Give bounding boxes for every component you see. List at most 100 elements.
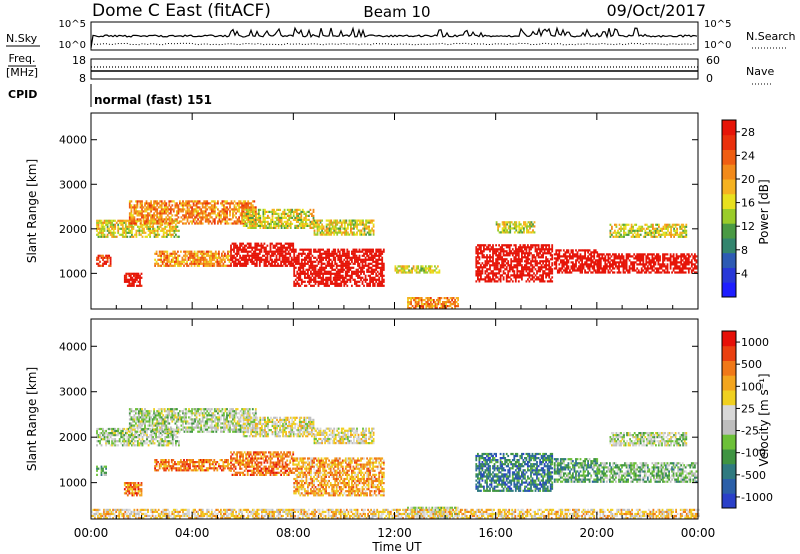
power-echo-cell-4 — [205, 262, 208, 265]
power-echo-cell-1 — [186, 218, 189, 221]
power-echo-cell-7 — [109, 258, 112, 261]
power-echo-cell-15 — [418, 269, 421, 272]
power-echo-cell-9 — [478, 256, 481, 259]
power-echo-cell-4 — [222, 262, 225, 265]
power-echo-cell-9 — [542, 244, 544, 247]
power-echo-cell-11 — [616, 255, 619, 258]
power-echo-cell-1 — [139, 214, 142, 217]
power-echo-cell-13 — [682, 231, 685, 234]
power-echo-cell-11 — [680, 253, 683, 256]
power-echo-cell-10 — [593, 265, 596, 268]
power-echo-cell-9 — [514, 246, 517, 249]
power-echo-cell-6 — [310, 270, 312, 273]
power-echo-cell-14 — [434, 301, 437, 304]
power-echo-cell-2 — [305, 224, 307, 227]
power-echo-cell-2 — [294, 226, 297, 229]
power-echo-cell-1 — [159, 220, 162, 223]
power-echo-cell-4 — [228, 264, 231, 267]
power-echo-cell-15 — [430, 265, 433, 268]
power-echo-cell-9 — [549, 248, 552, 251]
power-echo-cell-13 — [630, 225, 633, 228]
power-echo-cell-10 — [582, 265, 585, 268]
power-echo-cell-15 — [420, 267, 423, 270]
power-echo-cell-1 — [251, 204, 254, 207]
power-echo-cell-6 — [325, 270, 327, 273]
power-echo-cell-1 — [169, 200, 172, 203]
power-echo-cell-15 — [415, 267, 418, 270]
power-echo-cell-4 — [167, 258, 170, 261]
power-echo-cell-12 — [507, 221, 510, 224]
power-echo-cell-3 — [327, 233, 329, 236]
power-echo-cell-10 — [585, 259, 588, 262]
power-ytick-label: 1000 — [59, 267, 87, 280]
power-echo-cell-11 — [643, 267, 646, 270]
power-echo-cell-6 — [323, 268, 326, 271]
power-echo-cell-13 — [636, 235, 639, 238]
power-echo-cell-6 — [300, 258, 303, 261]
power-echo-cell-9 — [545, 248, 547, 251]
power-echo-cell-6 — [366, 278, 368, 281]
power-echo-cell-2 — [259, 214, 262, 217]
power-echo-cell-4 — [196, 250, 199, 253]
power-echo-cell-10 — [593, 255, 596, 258]
date-label: 09/Oct/2017 — [606, 1, 706, 20]
power-echo-cell-5 — [272, 246, 275, 249]
power-echo-cell-10 — [576, 269, 579, 272]
power-echo-cell-6 — [299, 278, 302, 281]
power-echo-cell-2 — [280, 218, 283, 221]
power-echo-cell-9 — [533, 254, 535, 257]
power-echo-cell-11 — [613, 255, 616, 258]
power-echo-cell-14 — [431, 299, 434, 302]
power-echo-cell-9 — [495, 272, 497, 275]
power-echo-cell-13 — [632, 225, 634, 228]
power-echo-cell-2 — [303, 224, 306, 227]
power-echo-cell-6 — [355, 280, 358, 283]
power-echo-cell-1 — [128, 206, 131, 209]
power-echo-cell-4 — [211, 264, 214, 267]
power-echo-cell-9 — [504, 260, 507, 263]
power-echo-cell-0 — [147, 233, 150, 236]
power-echo-cell-1 — [204, 220, 207, 223]
power-echo-cell-10 — [587, 257, 589, 260]
power-echo-cell-6 — [304, 262, 306, 265]
power-echo-cell-0 — [126, 225, 129, 228]
power-echo-cell-6 — [358, 274, 361, 277]
power-echo-cell-6 — [346, 260, 349, 263]
power-echo-cell-2 — [306, 224, 309, 227]
power-echo-cell-9 — [521, 264, 523, 267]
power-echo-cell-5 — [236, 248, 238, 251]
power-echo-cell-5 — [242, 250, 244, 253]
power-echo-cell-4 — [160, 260, 163, 263]
power-echo-cell-6 — [293, 248, 296, 251]
power-echo-cell-11 — [686, 267, 689, 270]
power-echo-cell-9 — [505, 254, 508, 257]
power-echo-cell-15 — [403, 265, 406, 268]
power-echo-cell-1 — [141, 212, 143, 215]
power-echo-cell-10 — [591, 271, 594, 274]
power-echo-cell-2 — [250, 224, 253, 227]
power-echo-cell-6 — [363, 266, 365, 269]
power-echo-cell-1 — [204, 208, 207, 211]
power-echo-cell-4 — [218, 264, 220, 267]
power-echo-cell-6 — [348, 270, 350, 273]
power-echo-cell-5 — [231, 258, 234, 261]
power-echo-cell-6 — [322, 266, 324, 269]
power-echo-cell-3 — [363, 223, 366, 226]
power-echo-cell-15 — [408, 271, 410, 274]
power-echo-cell-0 — [127, 231, 130, 234]
power-echo-cell-10 — [581, 263, 583, 266]
power-echo-cell-6 — [341, 254, 344, 257]
power-echo-cell-9 — [496, 260, 499, 263]
power-echo-cell-8 — [131, 282, 134, 285]
power-echo-cell-1 — [133, 212, 136, 215]
power-echo-cell-1 — [183, 214, 186, 217]
power-echo-cell-9 — [480, 270, 482, 273]
power-echo-cell-11 — [622, 269, 625, 272]
power-echo-cell-11 — [666, 267, 669, 270]
power-echo-cell-9 — [502, 250, 505, 253]
power-echo-cell-0 — [175, 223, 177, 226]
power-echo-cell-6 — [379, 268, 382, 271]
power-echo-cell-6 — [311, 260, 314, 263]
power-echo-cell-6 — [378, 262, 381, 265]
power-echo-cell-13 — [618, 235, 621, 238]
